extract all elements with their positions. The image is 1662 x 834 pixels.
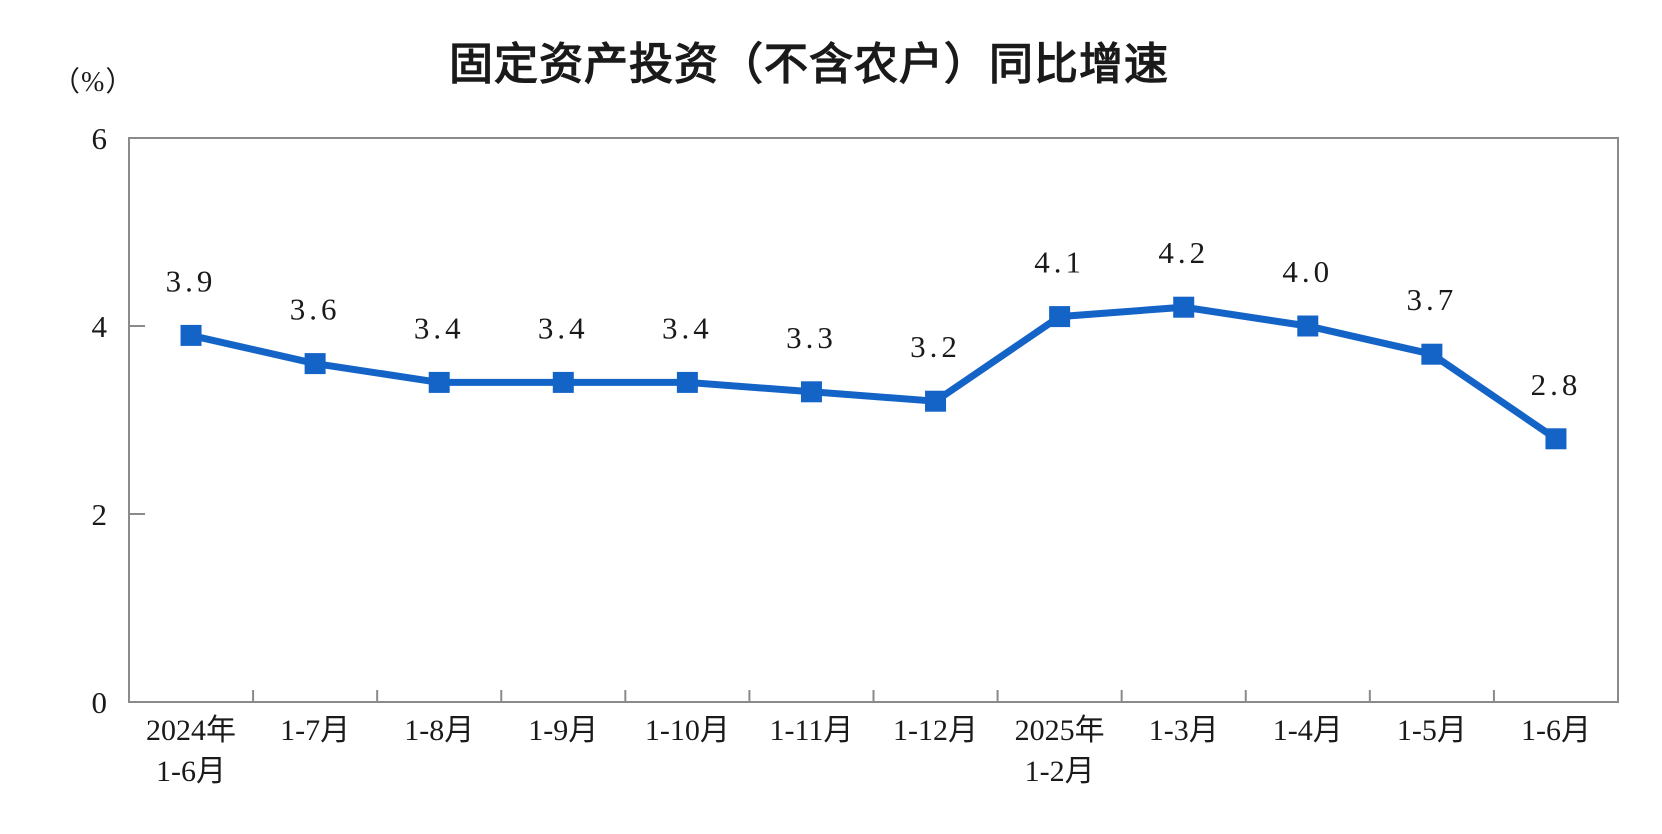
data-point-label: 2.8 — [1531, 367, 1582, 402]
data-point-label: 4.2 — [1158, 235, 1209, 270]
x-category-label: 1-10月 — [645, 714, 730, 747]
x-category-label: 1-3月 — [1149, 714, 1219, 747]
data-point-marker — [800, 381, 822, 403]
data-point-label: 3.2 — [910, 329, 961, 364]
data-point-marker — [1545, 428, 1567, 450]
y-axis-unit-label: （%） — [52, 67, 135, 98]
x-category-label: 2025年 1-2月 — [1015, 714, 1105, 788]
data-point-marker — [676, 371, 698, 393]
x-category-label: 1-11月 — [770, 714, 854, 747]
data-point-label: 3.4 — [538, 310, 589, 345]
series-line — [190, 303, 1558, 442]
y-tick-label: 2 — [92, 497, 108, 532]
data-point-label: 3.7 — [1407, 282, 1458, 317]
x-category-label: 1-12月 — [893, 714, 978, 747]
data-point-label: 3.4 — [662, 310, 713, 345]
plot-border — [128, 137, 1619, 703]
data-point-label: 3.4 — [414, 310, 465, 345]
data-point-marker — [304, 353, 326, 375]
chart-title: 固定资产投资（不含农户）同比增速 — [449, 40, 1169, 89]
data-point-marker — [1421, 343, 1443, 365]
data-point-marker — [428, 371, 450, 393]
x-category-label: 1-7月 — [280, 714, 350, 747]
data-point-marker — [925, 390, 947, 412]
data-point-marker — [1049, 306, 1071, 328]
data-point-label: 3.6 — [290, 292, 341, 327]
data-point-label: 4.0 — [1282, 254, 1333, 289]
data-point-marker — [1173, 296, 1195, 318]
data-point-label: 4.1 — [1034, 245, 1085, 280]
data-point-marker — [552, 371, 574, 393]
data-point-label: 3.3 — [786, 320, 837, 355]
x-category-label: 1-9月 — [528, 714, 598, 747]
data-point-label: 3.9 — [166, 263, 217, 298]
x-category-label: 1-8月 — [404, 714, 474, 747]
x-category-label: 1-4月 — [1273, 714, 1343, 747]
data-point-marker — [1297, 315, 1319, 337]
x-category-label: 1-6月 — [1521, 714, 1591, 747]
data-point-marker — [180, 324, 202, 346]
y-tick-label: 6 — [92, 121, 108, 156]
y-tick-label: 4 — [92, 309, 108, 344]
x-category-label: 1-5月 — [1397, 714, 1467, 747]
y-tick-label: 0 — [92, 685, 108, 720]
x-category-label: 2024年 1-6月 — [146, 714, 236, 788]
